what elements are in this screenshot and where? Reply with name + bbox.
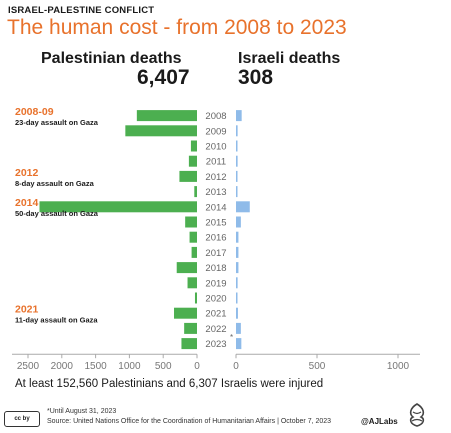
- israeli-bar-2015: [236, 216, 241, 228]
- palestinian-bar-2020: [194, 292, 197, 304]
- israeli-bar-2010: [236, 140, 238, 152]
- israeli-bar-2016: [236, 231, 239, 243]
- year-label-2017: 2017: [205, 248, 226, 259]
- footnote: *Until August 31, 2023: [47, 408, 117, 415]
- year-label-2011: 2011: [206, 157, 226, 168]
- footer: cc by *Until August 31, 2023 Source: Uni…: [0, 402, 451, 433]
- israeli-bar-2009: [236, 125, 238, 137]
- palestinian-bar-2009: [125, 125, 197, 137]
- israeli-deaths-label: Israeli deaths: [238, 50, 341, 67]
- palestinian-bar-2016: [189, 231, 197, 243]
- year-label-2012: 2012: [205, 172, 226, 183]
- left-tick-label: 2000: [51, 361, 74, 372]
- year-label-2021: 2021: [205, 309, 226, 320]
- year-label-2019: 2019: [205, 278, 226, 289]
- period-year-label: 2021: [15, 304, 39, 316]
- year-label-2008: 2008: [205, 111, 226, 122]
- palestinian-bar-2014: [39, 201, 197, 213]
- israeli-bar-2020: [236, 292, 238, 304]
- right-tick-label: 0: [233, 361, 239, 372]
- period-year-label: 2008-09: [15, 106, 54, 118]
- israeli-deaths-total: 308: [238, 66, 274, 89]
- palestinian-bar-2011: [188, 155, 197, 167]
- palestinian-bar-2010: [190, 140, 197, 152]
- palestinian-bar-2022: [184, 322, 197, 334]
- period-description: 23-day assault on Gaza: [15, 118, 99, 127]
- israeli-bar-2019: [236, 277, 238, 289]
- chart-title: The human cost - from 2008 to 2023: [7, 16, 347, 39]
- year-label-2022: 2022: [205, 324, 226, 335]
- right-tick-label: 500: [309, 361, 326, 372]
- palestinian-bar-2019: [187, 277, 197, 289]
- israeli-bar-2008: [236, 110, 242, 122]
- period-description: 50-day assault on Gaza: [15, 209, 99, 218]
- period-year-label: 2012: [15, 167, 39, 179]
- israeli-bar-2018: [236, 262, 239, 274]
- injured-summary: At least 152,560 Palestinians and 6,307 …: [15, 378, 324, 390]
- period-year-label: 2014: [15, 197, 39, 209]
- israeli-bar-2011: [236, 155, 238, 167]
- right-tick-label: 1000: [387, 361, 410, 372]
- left-tick-label: 500: [155, 361, 172, 372]
- footnote-marker: *: [230, 333, 233, 342]
- year-label-2009: 2009: [205, 126, 226, 137]
- palestinian-bar-2023: [181, 338, 197, 350]
- palestinian-bar-2013: [194, 186, 197, 198]
- al-jazeera-logo-icon: [409, 403, 425, 427]
- chart-kicker: ISRAEL-PALESTINE CONFLICT: [8, 5, 155, 16]
- palestinian-bar-2008: [136, 110, 197, 122]
- palestinian-bar-2017: [191, 246, 197, 258]
- year-label-2020: 2020: [205, 294, 226, 305]
- left-tick-label: 2500: [17, 361, 40, 372]
- israeli-bar-2023: [236, 338, 242, 350]
- palestinian-bar-2015: [185, 216, 197, 228]
- deaths-butterfly-chart: 2008 2009 2010 2011 2012 2013 2014 2015 2016 2017…: [12, 106, 420, 372]
- year-label-2018: 2018: [205, 263, 226, 274]
- israeli-bar-2013: [236, 186, 238, 198]
- ajlabs-credit[interactable]: @AJLabs: [361, 417, 398, 426]
- year-label-2016: 2016: [205, 233, 226, 244]
- palestinian-deaths-label: Palestinian deaths: [41, 50, 182, 67]
- year-label-2023: 2023: [205, 339, 226, 350]
- palestinian-bar-2021: [174, 307, 197, 319]
- period-description: 11-day assault on Gaza: [15, 316, 98, 325]
- left-tick-label: 1500: [84, 361, 107, 372]
- year-label-2014: 2014: [205, 202, 226, 213]
- israeli-bar-2021: [236, 307, 238, 319]
- israeli-bar-2014: [236, 201, 250, 213]
- palestinian-bar-2018: [176, 262, 197, 274]
- creative-commons-badge[interactable]: cc by: [4, 411, 40, 427]
- year-label-2010: 2010: [205, 142, 226, 153]
- left-tick-label: 0: [194, 361, 200, 372]
- israeli-bar-2022: [236, 322, 241, 334]
- israeli-bar-2017: [236, 246, 239, 258]
- palestinian-deaths-total: 6,407: [137, 66, 190, 89]
- palestinian-bar-2012: [179, 170, 197, 182]
- left-tick-label: 1000: [118, 361, 141, 372]
- israeli-bar-2012: [236, 170, 238, 182]
- year-label-2015: 2015: [205, 218, 226, 229]
- source-note: Source: United Nations Office for the Co…: [47, 418, 332, 425]
- period-description: 8-day assault on Gaza: [15, 179, 95, 188]
- year-label-2013: 2013: [205, 187, 226, 198]
